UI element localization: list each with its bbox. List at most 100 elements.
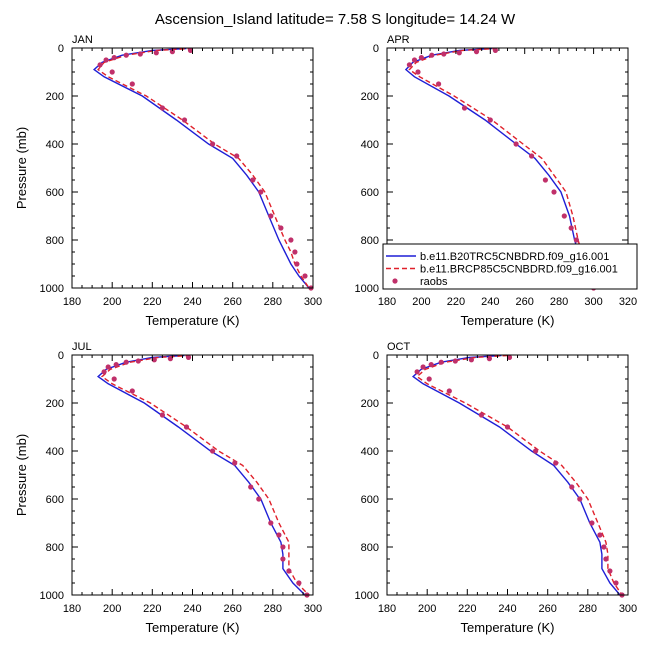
raobs-point (426, 376, 432, 382)
raobs-point (185, 354, 192, 360)
raobs-point (428, 362, 434, 368)
x-axis-label: Temperature (K) (146, 313, 240, 328)
y-tick-label: 1000 (40, 590, 64, 602)
y-tick-label: 400 (361, 139, 379, 151)
x-tick-label: 200 (103, 603, 121, 615)
y-tick-label: 600 (361, 494, 379, 506)
raobs-point (129, 81, 135, 87)
x-tick-label: 200 (103, 296, 121, 308)
y-tick-label: 200 (361, 398, 379, 410)
series-line-b20trc (96, 354, 306, 596)
x-tick-label: 240 (481, 296, 499, 308)
x-tick-label: 240 (183, 603, 201, 615)
x-tick-label: 300 (584, 296, 602, 308)
raobs-point (513, 141, 519, 147)
y-tick-label: 800 (361, 235, 379, 247)
raobs-point (234, 153, 240, 159)
raobs-point (181, 117, 188, 123)
figure-title: Ascension_Island latitude= 7.58 S longit… (155, 11, 516, 28)
raobs-point (113, 362, 119, 368)
y-axis-label: Pressure (mb) (14, 127, 29, 209)
x-tick-label: 320 (619, 296, 637, 308)
raobs-point (456, 50, 462, 56)
raobs-point (441, 51, 447, 57)
raobs-point (504, 424, 511, 430)
raobs-point (452, 358, 458, 364)
plot-frame (71, 47, 314, 289)
x-tick-label: 220 (458, 603, 476, 615)
raobs-point (248, 484, 254, 490)
y-tick-label: 600 (361, 187, 379, 199)
legend: b.e11.B20TRC5CNBDRD.f09_g16.001b.e11.BRC… (382, 243, 638, 290)
x-tick-label: 260 (516, 296, 534, 308)
x-axis-label: Temperature (K) (146, 620, 240, 635)
raobs-point (105, 364, 111, 370)
legend-label: raobs (420, 276, 448, 288)
x-tick-label: 180 (378, 296, 396, 308)
series-line-brcp85 (408, 47, 593, 289)
x-tick-label: 300 (304, 296, 322, 308)
raobs-point (473, 49, 480, 55)
raobs-point (603, 556, 609, 562)
raobs-point (492, 47, 498, 54)
raobs-point (286, 568, 292, 574)
y-tick-label: 1000 (355, 283, 379, 295)
panel-label: JUL (72, 341, 92, 353)
x-tick-label: 260 (224, 603, 242, 615)
x-tick-label: 300 (619, 603, 637, 615)
raobs-point (597, 532, 603, 538)
x-tick-label: 200 (418, 603, 436, 615)
raobs-point (137, 51, 143, 57)
x-tick-label: 180 (63, 603, 81, 615)
y-tick-label: 400 (46, 446, 64, 458)
raobs-point (294, 261, 300, 267)
raobs-point (551, 189, 557, 195)
raobs-point (135, 358, 141, 364)
panel-label: OCT (387, 341, 411, 353)
legend-box (382, 243, 638, 290)
series-line-brcp85 (100, 354, 310, 596)
raobs-point (256, 496, 262, 502)
x-tick-label: 280 (579, 603, 597, 615)
y-tick-label: 200 (46, 398, 64, 410)
y-tick-label: 0 (58, 43, 64, 55)
x-tick-label: 240 (183, 296, 201, 308)
raobs-point (276, 532, 282, 538)
series-line-brcp85 (97, 47, 310, 289)
legend-label: b.e11.BRCP85C5CNBDRD.f09_g16.001 (420, 264, 618, 276)
raobs-point (420, 364, 426, 370)
y-tick-label: 400 (46, 139, 64, 151)
raobs-point (167, 356, 173, 362)
raobs-point (542, 177, 549, 183)
raobs-point (438, 359, 444, 365)
raobs-point (436, 81, 442, 87)
x-tick-label: 220 (447, 296, 465, 308)
raobs-point (258, 189, 264, 195)
y-tick-label: 600 (46, 494, 64, 506)
raobs-point (568, 225, 574, 231)
raobs-point (280, 556, 286, 562)
raobs-point (210, 448, 216, 454)
plot-frame (386, 354, 629, 596)
x-tick-label: 260 (224, 296, 242, 308)
raobs-point (288, 237, 294, 243)
raobs-point (533, 448, 539, 454)
y-tick-label: 200 (46, 91, 64, 103)
y-tick-label: 0 (373, 350, 379, 362)
raobs-point (553, 460, 559, 466)
raobs-point (101, 369, 107, 375)
legend-marker-dot (392, 278, 398, 284)
raobs-point (415, 69, 421, 75)
raobs-point (414, 369, 420, 375)
raobs-point (577, 496, 583, 502)
raobs-point (601, 544, 607, 550)
y-tick-label: 1000 (40, 283, 64, 295)
raobs-point (461, 105, 468, 111)
raobs-point (123, 52, 129, 58)
panel-jan: 180 200 220 240 260 280 300 0 200 400 600 800 1000 JA… (14, 34, 322, 328)
raobs-point (418, 55, 424, 61)
raobs-point (607, 568, 613, 574)
raobs-point (292, 249, 298, 255)
raobs-point (487, 117, 493, 123)
